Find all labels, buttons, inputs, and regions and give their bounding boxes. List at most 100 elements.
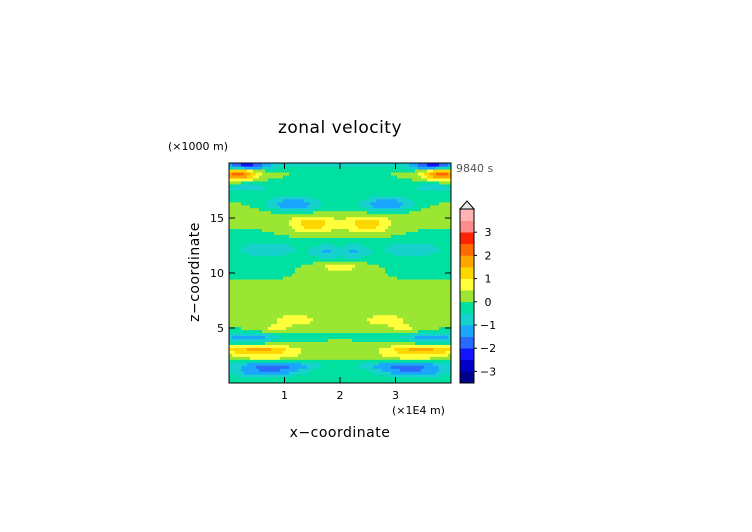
heatmap-cell: [382, 234, 386, 238]
heatmap-cell: [346, 374, 350, 378]
heatmap-cell: [334, 380, 338, 383]
heatmap-cell: [442, 305, 446, 310]
heatmap-cell: [373, 362, 377, 366]
heatmap-cell: [310, 192, 314, 197]
heatmap-cell: [391, 186, 395, 191]
heatmap-cell: [370, 237, 374, 241]
heatmap-cell: [316, 222, 320, 227]
heatmap-cell: [448, 240, 451, 244]
heatmap-cell: [352, 240, 356, 244]
heatmap-cell: [376, 225, 380, 229]
heatmap-cell: [334, 237, 338, 241]
heatmap-cell: [295, 237, 299, 241]
heatmap-cell: [307, 249, 311, 253]
heatmap-cell: [298, 353, 302, 357]
heatmap-cell: [304, 317, 308, 322]
heatmap-cell: [268, 359, 272, 363]
heatmap-cell: [376, 314, 380, 319]
heatmap-cell: [310, 338, 314, 342]
heatmap-cell: [316, 186, 320, 191]
heatmap-cell: [370, 377, 374, 381]
heatmap-cell: [376, 195, 380, 200]
heatmap-cell: [346, 287, 350, 292]
heatmap-cell: [355, 299, 359, 304]
heatmap-cell: [430, 350, 434, 354]
heatmap-cell: [328, 368, 332, 372]
heatmap-cell: [424, 347, 428, 351]
heatmap-cell: [277, 189, 281, 194]
heatmap-cell: [334, 270, 338, 274]
heatmap-cell: [400, 195, 404, 200]
heatmap-cell: [313, 186, 317, 191]
heatmap-cell: [316, 252, 320, 256]
heatmap-cell: [430, 240, 434, 244]
heatmap-cell: [304, 284, 308, 289]
heatmap-cell: [247, 350, 251, 354]
heatmap-cell: [364, 308, 368, 313]
heatmap-cell: [379, 377, 383, 381]
heatmap-cell: [340, 380, 344, 383]
heatmap-cell: [421, 204, 425, 209]
heatmap-cell: [244, 347, 248, 351]
heatmap-cell: [442, 243, 446, 247]
heatmap-cell: [265, 326, 269, 331]
heatmap-cell: [292, 180, 296, 185]
heatmap-cell: [442, 216, 446, 221]
heatmap-cell: [256, 186, 260, 191]
heatmap-cell: [256, 344, 260, 348]
heatmap-cell: [280, 362, 284, 366]
heatmap-cell: [250, 311, 254, 316]
heatmap-cell: [232, 380, 236, 383]
heatmap-cell: [424, 216, 428, 221]
heatmap-cell: [376, 201, 380, 206]
heatmap-cell: [412, 213, 416, 218]
heatmap-cell: [403, 270, 407, 274]
heatmap-cell: [235, 180, 239, 185]
heatmap-cell: [442, 380, 446, 383]
heatmap-cell: [394, 264, 398, 268]
heatmap-cell: [418, 225, 422, 229]
heatmap-cell: [259, 371, 263, 375]
heatmap-cell: [319, 284, 323, 289]
heatmap-cell: [430, 225, 434, 229]
heatmap-cell: [241, 332, 245, 337]
heatmap-cell: [301, 284, 305, 289]
heatmap-cell: [436, 302, 440, 307]
heatmap-cell: [343, 317, 347, 322]
heatmap-cell: [340, 326, 344, 331]
heatmap-cell: [412, 231, 416, 235]
heatmap-cell: [373, 252, 377, 256]
heatmap-cell: [442, 308, 446, 313]
heatmap-cell: [247, 314, 251, 319]
heatmap-cell: [424, 362, 428, 366]
heatmap-cell: [442, 344, 446, 348]
heatmap-cell: [259, 374, 263, 378]
heatmap-cell: [262, 284, 266, 289]
heatmap-cell: [322, 296, 326, 301]
heatmap-cell: [400, 267, 404, 271]
heatmap-cell: [292, 252, 296, 256]
heatmap-cell: [382, 287, 386, 292]
heatmap-cell: [346, 308, 350, 313]
heatmap-cell: [265, 198, 269, 203]
heatmap-cell: [247, 380, 251, 383]
heatmap-cell: [373, 323, 377, 328]
heatmap-cell: [343, 234, 347, 238]
heatmap-cell: [382, 189, 386, 194]
heatmap-cell: [268, 380, 272, 383]
heatmap-cell: [322, 344, 326, 348]
heatmap-cell: [274, 320, 278, 325]
heatmap-cell: [397, 243, 401, 247]
heatmap-cell: [418, 326, 422, 331]
heatmap-cell: [346, 213, 350, 218]
heatmap-cell: [367, 186, 371, 191]
heatmap-cell: [412, 189, 416, 194]
heatmap-cell: [382, 365, 386, 369]
heatmap-cell: [352, 201, 356, 206]
heatmap-cell: [289, 317, 293, 322]
heatmap-cell: [346, 314, 350, 319]
heatmap-cell: [358, 234, 362, 238]
heatmap-cell: [283, 204, 287, 209]
heatmap-cell: [394, 305, 398, 310]
heatmap-cell: [352, 261, 356, 265]
